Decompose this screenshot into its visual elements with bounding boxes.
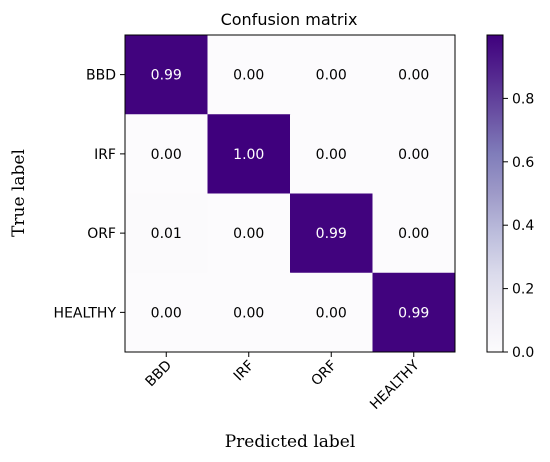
y-tick-label: BBD (86, 68, 116, 84)
heatmap-cell (290, 114, 373, 194)
heatmap-cell (290, 35, 373, 115)
colorbar-tick-label: 0.4 (512, 218, 534, 234)
cell-value-label: 0.00 (151, 147, 182, 163)
cell-value-label: 0.01 (151, 226, 182, 242)
colorbar (486, 34, 504, 353)
heatmap-cell (125, 272, 208, 353)
cell-value-label: 0.99 (151, 68, 182, 84)
cell-value-label: 0.99 (398, 305, 429, 321)
x-tick-label: IRF (231, 358, 258, 385)
heatmap-cell (372, 272, 456, 353)
heatmap-cell (372, 193, 456, 274)
cell-value-label: 1.00 (233, 147, 264, 163)
heatmap-cell (207, 114, 291, 194)
x-tick-label: HEALTHY (367, 357, 423, 413)
x-axis-ticks: BBD IRF ORF HEALTHY (143, 352, 423, 413)
cell-value-label: 0.00 (233, 226, 264, 242)
plot-frame (124, 34, 456, 353)
heatmap-cell (207, 272, 291, 353)
colorbar-tick-label: 0.0 (512, 345, 534, 361)
y-tick-label: ORF (87, 226, 116, 242)
heatmap-cell (125, 193, 208, 274)
y-tick-label: IRF (94, 147, 116, 163)
cell-value-label: 0.00 (316, 68, 347, 84)
y-tick-label: HEALTHY (54, 305, 117, 321)
y-axis-label: True label (9, 149, 29, 237)
chart-title: Confusion matrix (221, 10, 358, 29)
colorbar-tick-label: 0.8 (512, 91, 534, 107)
heatmap-cell (207, 193, 291, 274)
heatmap-cell-labels: 0.99 0.00 0.00 0.00 0.00 1.00 0.00 0.00 0.01 0.00… (151, 68, 430, 322)
heatmap-cell (372, 35, 456, 115)
heatmap-cell (290, 193, 373, 274)
cell-value-label: 0.00 (398, 147, 429, 163)
cell-value-label: 0.00 (398, 68, 429, 84)
x-tick-label: ORF (308, 358, 340, 390)
y-axis-ticks: BBD IRF ORF HEALTHY (54, 68, 125, 321)
cell-value-label: 0.00 (316, 147, 347, 163)
colorbar-tick-label: 0.6 (512, 155, 534, 171)
heatmap-cell (207, 35, 291, 115)
heatmap-cell (125, 35, 208, 115)
cell-value-label: 0.00 (233, 68, 264, 84)
cell-value-label: 0.00 (233, 305, 264, 321)
x-axis-label: Predicted label (225, 432, 356, 452)
heatmap-cell (372, 114, 456, 194)
cell-value-label: 0.00 (316, 305, 347, 321)
heatmap-cells (125, 35, 456, 353)
heatmap-cell (290, 272, 373, 353)
cell-value-label: 0.00 (151, 305, 182, 321)
cell-value-label: 0.99 (316, 226, 347, 242)
x-tick-label: BBD (143, 358, 176, 391)
heatmap-cell (125, 114, 208, 194)
colorbar-ticks: 0.0 0.2 0.4 0.6 0.8 (503, 91, 534, 361)
cell-value-label: 0.00 (398, 226, 429, 242)
colorbar-tick-label: 0.2 (512, 282, 534, 298)
